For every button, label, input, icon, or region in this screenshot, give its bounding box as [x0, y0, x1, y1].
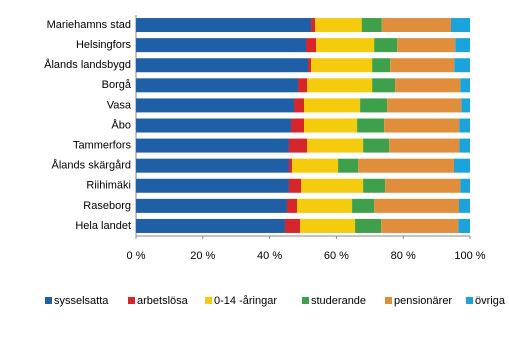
bar-segment — [304, 98, 361, 113]
bar-segment — [293, 98, 305, 113]
bar-segment — [357, 118, 385, 133]
bar-segment — [381, 218, 459, 233]
bar-segment — [374, 198, 459, 213]
bar-segment — [455, 38, 470, 53]
y-tick-label: Tammerfors — [73, 139, 132, 151]
bar-segment — [385, 178, 461, 193]
bar-segment — [460, 178, 470, 193]
bar-segment — [136, 118, 291, 133]
y-tick-label: Borgå — [102, 79, 132, 91]
bar-segment — [315, 18, 362, 33]
bar-segment — [459, 118, 470, 133]
legend-swatch — [128, 297, 135, 304]
bar-segment — [296, 198, 353, 213]
legend-label: arbetslösa — [137, 295, 189, 307]
legend-label: studerande — [311, 295, 366, 307]
x-tick-label: 20 % — [190, 250, 215, 262]
bar-segment — [374, 38, 398, 53]
legend-swatch — [302, 297, 309, 304]
bar-segment — [395, 78, 461, 93]
bar-segment — [360, 98, 388, 113]
bar-segment — [136, 138, 289, 153]
x-tick-label: 60 % — [324, 250, 349, 262]
bar-segment — [355, 218, 382, 233]
bar-segment — [308, 58, 312, 73]
y-tick-label: Mariehamns stad — [47, 19, 131, 31]
bar-segment — [307, 78, 373, 93]
bar-segment — [361, 18, 382, 33]
legend-label: 0-14 -åringar — [214, 295, 277, 307]
bar-segment — [288, 178, 301, 193]
y-tick-label: Ålands landsbygd — [44, 58, 131, 71]
bar-segment — [397, 38, 456, 53]
legend-label: övriga — [475, 295, 506, 307]
bar-segment — [381, 18, 451, 33]
bar-segment — [288, 158, 292, 173]
bar-segment — [297, 78, 308, 93]
bar-segment — [459, 138, 470, 153]
bar-segment — [338, 158, 359, 173]
bar-segment — [311, 58, 373, 73]
bar-segment — [291, 158, 339, 173]
bar-segment — [389, 138, 460, 153]
legend-swatch — [205, 297, 212, 304]
bar-segment — [304, 118, 358, 133]
bar-segment — [136, 18, 312, 33]
legend-label: pensionärer — [394, 295, 452, 307]
x-tick-label: 40 % — [257, 250, 282, 262]
y-tick-label: Riihimäki — [86, 180, 131, 192]
x-tick-label: 80 % — [391, 250, 416, 262]
bar-segment — [290, 118, 305, 133]
y-tick-label: Hela landet — [75, 220, 131, 232]
bar-segment — [372, 78, 396, 93]
bar-segment — [372, 58, 391, 73]
bar-segment — [454, 58, 470, 73]
bar-segment — [307, 138, 364, 153]
legend-swatch — [385, 297, 392, 304]
y-tick-label: Åbo — [111, 118, 131, 131]
bar-segment — [363, 178, 386, 193]
bar-segment — [136, 38, 307, 53]
bar-segment — [450, 18, 470, 33]
x-tick-label: 0 % — [127, 250, 146, 262]
bar-segment — [363, 138, 390, 153]
bar-segment — [288, 138, 308, 153]
y-tick-label: Ålands skärgård — [52, 159, 132, 172]
bar-segment — [358, 158, 454, 173]
bar-segment — [458, 198, 470, 213]
y-tick-label: Raseborg — [83, 200, 131, 212]
legend-swatch — [466, 297, 473, 304]
bar-segment — [460, 78, 470, 93]
x-tick-label: 100 % — [454, 250, 485, 262]
bar-segment — [284, 218, 300, 233]
bar-segment — [299, 218, 356, 233]
bar-segment — [300, 178, 364, 193]
bar-segment — [136, 78, 298, 93]
bar-segment — [461, 98, 470, 113]
y-tick-label: Helsingfors — [76, 39, 132, 51]
bar-segment — [136, 58, 309, 73]
bar-segment — [136, 198, 287, 213]
bar-segment — [136, 178, 289, 193]
y-tick-label: Vasa — [107, 99, 132, 111]
bar-segment — [390, 58, 455, 73]
bar-segment — [387, 98, 462, 113]
bar-segment — [286, 198, 297, 213]
bar-segment — [311, 18, 316, 33]
bar-segment — [136, 218, 285, 233]
bar-segment — [136, 98, 294, 113]
bar-segment — [136, 158, 289, 173]
bar-segment — [306, 38, 317, 53]
bar-segment — [352, 198, 375, 213]
legend-swatch — [45, 297, 52, 304]
bar-segment — [453, 158, 470, 173]
bar-segment — [316, 38, 375, 53]
bar-segment — [458, 218, 470, 233]
legend-label: sysselsatta — [54, 295, 109, 307]
bar-segment — [384, 118, 460, 133]
